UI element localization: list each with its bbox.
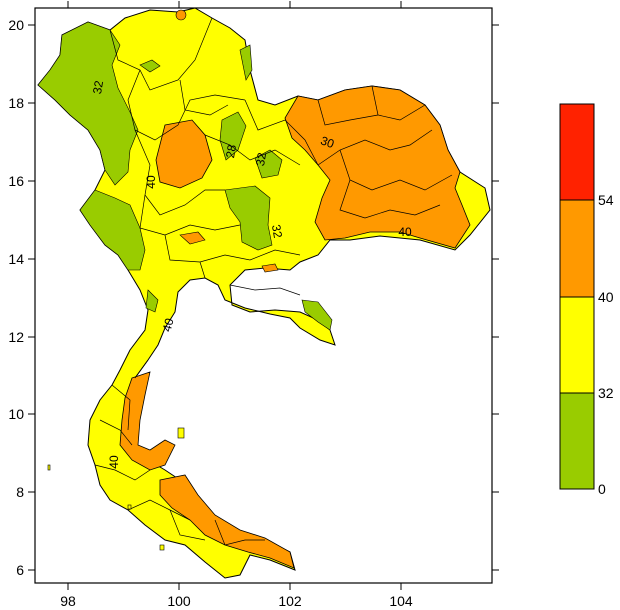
contour-label: 40 bbox=[144, 175, 158, 189]
zone-orange-north-central bbox=[155, 119, 213, 189]
y-tick-label: 18 bbox=[8, 95, 24, 111]
zone-green-north-b bbox=[219, 111, 247, 161]
y-tick-label: 8 bbox=[16, 484, 24, 500]
contour-label: 32 bbox=[90, 79, 106, 95]
zone-orange-northeast bbox=[284, 85, 471, 249]
zone-green-south-west bbox=[145, 289, 159, 313]
x-tick-label: 102 bbox=[278, 593, 302, 609]
legend-tick-label: 54 bbox=[598, 192, 614, 208]
contour-label: 40 bbox=[107, 455, 121, 469]
x-tick-label: 100 bbox=[167, 593, 191, 609]
zone-green-north-a bbox=[254, 149, 283, 179]
y-tick-label: 20 bbox=[8, 17, 24, 33]
contour-label: 32 bbox=[253, 151, 269, 167]
legend-tick-label: 0 bbox=[598, 481, 606, 497]
zone-orange-small-east bbox=[261, 263, 279, 273]
contour-label: 40 bbox=[398, 225, 412, 239]
x-axis bbox=[67, 1, 402, 590]
x-tick-label: 98 bbox=[60, 593, 76, 609]
x-tick-labels: 98 100 102 104 bbox=[60, 593, 413, 609]
legend-band bbox=[559, 199, 595, 298]
zone-orange-south-east bbox=[159, 474, 295, 569]
islands bbox=[47, 427, 185, 551]
y-axis bbox=[28, 24, 499, 571]
legend-tick-label: 32 bbox=[598, 385, 614, 401]
legend-tick-label: 40 bbox=[598, 289, 614, 305]
x-tick-label: 104 bbox=[389, 593, 413, 609]
zone-orange-central-small bbox=[179, 231, 206, 245]
zone-green-central bbox=[224, 185, 273, 251]
contour-label: 40 bbox=[160, 316, 177, 333]
contour-labels: 40 40 40 40 30 32 32 32 28 bbox=[90, 79, 412, 468]
map-area bbox=[37, 8, 491, 579]
contour-label: 30 bbox=[319, 133, 337, 151]
province-boundaries bbox=[94, 17, 453, 546]
legend-band bbox=[559, 103, 595, 201]
zone-green-north-tip bbox=[239, 44, 253, 81]
y-tick-label: 6 bbox=[16, 562, 24, 578]
legend-band bbox=[559, 392, 595, 490]
y-tick-label: 12 bbox=[8, 329, 24, 345]
legend-colorbar: 54 40 32 0 bbox=[559, 103, 614, 497]
y-tick-label: 10 bbox=[8, 406, 24, 422]
contour-label: 28 bbox=[223, 143, 239, 159]
zone-green-east-coast bbox=[301, 299, 333, 331]
zone-green-northwest bbox=[37, 21, 139, 186]
zone-green-west bbox=[79, 189, 146, 271]
y-tick-labels: 20 18 16 14 12 10 8 6 bbox=[8, 17, 24, 578]
zone-orange-north-dot bbox=[175, 9, 187, 21]
legend-band bbox=[559, 296, 595, 394]
y-tick-label: 14 bbox=[8, 251, 24, 267]
y-tick-label: 16 bbox=[8, 173, 24, 189]
zone-green-small bbox=[139, 59, 161, 73]
zone-orange-south-west bbox=[119, 371, 176, 471]
contour-label: 32 bbox=[269, 224, 285, 240]
